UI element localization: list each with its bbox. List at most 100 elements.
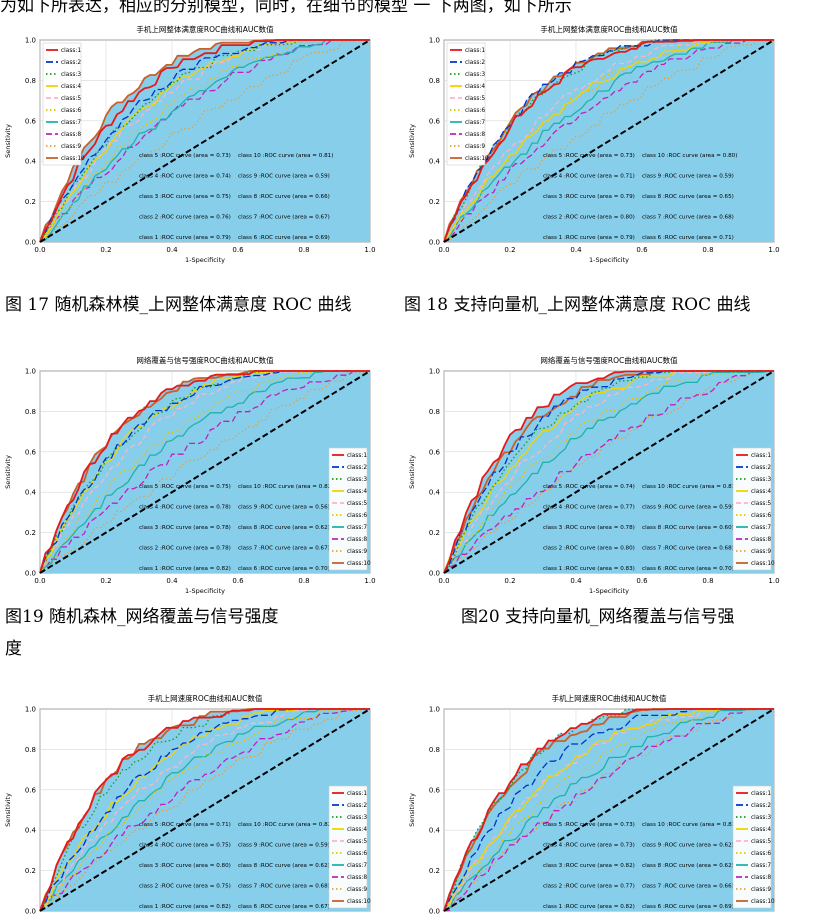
y-tick-label: 0.2 [429,198,440,206]
auc-annotation: class 7 :ROC curve (area = 0.68) [642,546,734,552]
legend-label: class:3 [347,477,367,483]
y-tick-label: 0.0 [429,908,440,915]
legend-label: class:8 [751,875,771,881]
y-tick-label: 1.0 [429,368,440,376]
auc-annotation: class 3 :ROC curve (area = 0.79) [543,194,635,200]
chart-panel-5: 手机上网速度ROC曲线和AUC数值0.00.20.40.60.81.00.00.… [0,685,404,915]
auc-annotation: class 8 :ROC curve (area = 0.60) [642,525,734,531]
legend-label: class:1 [751,791,771,797]
auc-annotation: class 3 :ROC curve (area = 0.75) [139,194,231,200]
x-tick-label: 0.8 [298,246,309,254]
x-tick-label: 0.8 [702,246,713,254]
auc-annotation: class 5 :ROC curve (area = 0.75) [139,484,231,490]
x-tick-label: 0.2 [504,577,515,585]
y-axis-label: Sensitivity [4,124,12,158]
auc-annotation: class 10 :ROC curve (area = 0.81) [642,822,737,828]
y-axis-label: Sensitivity [408,124,416,158]
roc-chart-svg: 手机上网速度ROC曲线和AUC数值0.00.20.40.60.81.00.00.… [404,685,808,915]
auc-annotation: class 2 :ROC curve (area = 0.80) [543,546,635,552]
x-tick-label: 0.4 [166,577,178,585]
auc-annotation: class 9 :ROC curve (area = 0.59) [238,843,330,849]
legend-label: class:9 [751,549,771,555]
y-tick-label: 1.0 [429,706,440,714]
auc-annotation: class 6 :ROC curve (area = 0.71) [642,235,734,241]
figure-caption-20: 图20 支持向量机_网络覆盖与信号强 [461,602,735,627]
auc-annotation: class 2 :ROC curve (area = 0.77) [543,884,635,890]
x-tick-label: 0.0 [438,246,449,254]
figure-caption-18: 图 18 支持向量机_上网整体满意度 ROC 曲线 [404,290,751,315]
y-axis-label: Sensitivity [408,455,416,489]
x-tick-label: 1.0 [768,246,779,254]
y-tick-label: 0.8 [25,408,36,416]
x-tick-label: 0.0 [34,246,45,254]
x-tick-label: 0.8 [702,577,713,585]
legend-label: class:3 [347,815,367,821]
y-axis-label: Sensitivity [4,793,12,827]
y-tick-label: 0.2 [429,867,440,875]
auc-annotation: class 3 :ROC curve (area = 0.80) [139,863,231,869]
x-tick-label: 1.0 [768,577,779,585]
auc-annotation: class 6 :ROC curve (area = 0.69) [238,235,330,241]
auc-annotation: class 2 :ROC curve (area = 0.78) [139,546,231,552]
legend-label: class:5 [751,501,771,507]
y-tick-label: 0.0 [429,239,440,247]
y-tick-label: 0.6 [429,117,441,125]
legend-label: class:6 [751,513,771,519]
legend-label: class:10 [347,899,371,905]
y-tick-label: 0.2 [25,867,36,875]
figure-caption-19: 图19 随机森林_网络覆盖与信号强度 [5,602,279,627]
y-tick-label: 0.4 [429,489,441,497]
auc-annotation: class 1 :ROC curve (area = 0.82) [139,904,231,910]
auc-annotation: class 7 :ROC curve (area = 0.67) [238,215,330,221]
x-tick-label: 0.6 [636,246,648,254]
auc-annotation: class 5 :ROC curve (area = 0.73) [543,822,635,828]
x-axis-label: 1-Specificity [589,587,629,595]
chart-title: 手机上网速度ROC曲线和AUC数值 [552,693,667,703]
auc-annotation: class 7 :ROC curve (area = 0.68) [238,884,330,890]
y-tick-label: 0.4 [25,158,37,166]
auc-annotation: class 3 :ROC curve (area = 0.78) [543,525,635,531]
figure-caption-19-continued: 度 [5,634,22,659]
y-tick-label: 0.2 [429,529,440,537]
y-axis-label: Sensitivity [408,793,416,827]
auc-annotation: class 5 :ROC curve (area = 0.73) [139,153,231,159]
legend-label: class:6 [61,108,81,114]
legend-label: class:9 [347,549,367,555]
y-tick-label: 0.4 [25,827,37,835]
legend-label: class:2 [61,60,81,66]
x-tick-label: 0.0 [438,577,449,585]
y-tick-label: 0.6 [25,786,37,794]
legend-label: class:7 [61,120,81,126]
auc-annotation: class 9 :ROC curve (area = 0.56) [238,505,330,511]
auc-annotation: class 5 :ROC curve (area = 0.73) [543,153,635,159]
legend-label: class:6 [347,851,367,857]
chart-title: 手机上网速度ROC曲线和AUC数值 [148,693,263,703]
y-tick-label: 0.8 [25,746,36,754]
legend-label: class:8 [347,875,367,881]
x-axis-label: 1-Specificity [589,256,629,264]
legend-label: class:7 [751,525,771,531]
roc-chart-svg: 手机上网速度ROC曲线和AUC数值0.00.20.40.60.81.00.00.… [0,685,404,915]
chart-title: 手机上网整体满意度ROC曲线和AUC数值 [136,24,274,34]
x-tick-label: 1.0 [364,246,375,254]
auc-annotation: class 8 :ROC curve (area = 0.65) [642,194,734,200]
legend-label: class:5 [465,96,485,102]
chart-panel-6: 手机上网速度ROC曲线和AUC数值0.00.20.40.60.81.00.00.… [404,685,808,915]
x-tick-label: 1.0 [364,577,375,585]
x-axis-label: 1-Specificity [185,587,225,595]
legend-label: class:4 [751,827,771,833]
auc-annotation: class 1 :ROC curve (area = 0.82) [543,904,635,910]
auc-annotation: class 3 :ROC curve (area = 0.78) [139,525,231,531]
legend-label: class:4 [347,489,367,495]
y-tick-label: 0.8 [429,77,440,85]
y-tick-label: 0.6 [429,786,441,794]
legend-label: class:8 [465,132,485,138]
legend-label: class:3 [61,72,81,78]
auc-annotation: class 10 :ROC curve (area = 0.80) [642,153,737,159]
legend-label: class:2 [751,465,771,471]
auc-annotation: class 10 :ROC curve (area = 0.82) [238,484,333,490]
y-tick-label: 1.0 [25,368,36,376]
x-tick-label: 0.0 [34,577,45,585]
